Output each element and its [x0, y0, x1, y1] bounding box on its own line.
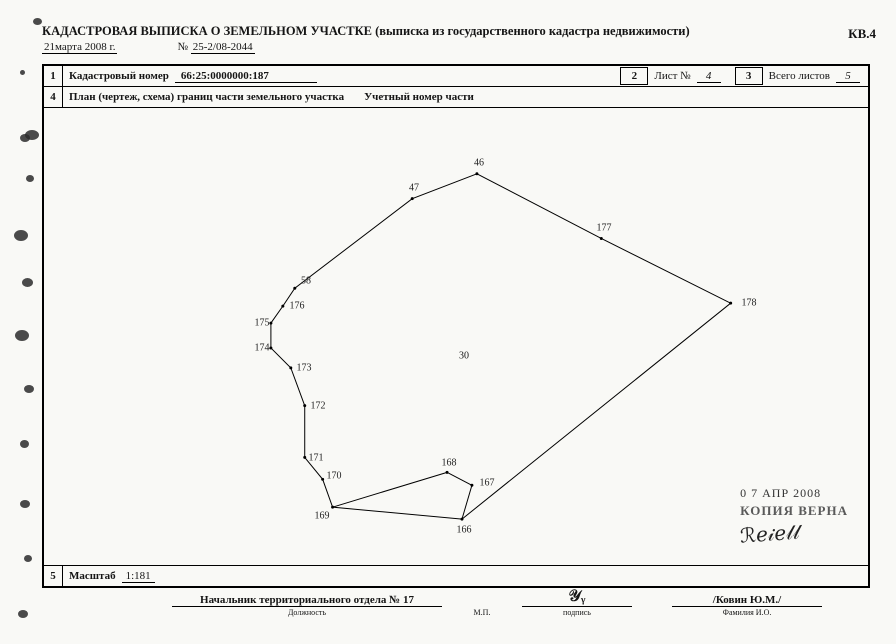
scan-smudge: [26, 175, 34, 182]
document-number: 25-2/08-2044: [191, 41, 255, 54]
plot-area: 46 47 58 176 175 174 173 172 171170 169 166 167 168 1…: [44, 108, 868, 566]
cadastral-number-value: 66:25:0000000:187: [175, 70, 317, 83]
scan-smudge: [24, 385, 34, 393]
cell-2: 2: [620, 67, 648, 85]
footer-name: /Ковин Ю.М./: [672, 592, 822, 607]
vertex-label: 171: [309, 453, 324, 464]
stamp-date: 0 7 АПР 2008: [740, 486, 848, 502]
footer-position-caption: Должность: [172, 608, 442, 617]
footer: Начальник территориального отдела № 17 Д…: [42, 592, 870, 617]
scale-label: Масштаб: [63, 570, 122, 582]
sheet-value: 4: [697, 70, 721, 83]
vertex-label: 172: [311, 401, 326, 412]
main-frame: 1 Кадастровый номер 66:25:0000000:187 2 …: [42, 64, 870, 588]
scan-smudge: [20, 500, 30, 508]
vertex-label: 167: [480, 478, 495, 489]
document-title: КАДАСТРОВАЯ ВЫПИСКА О ЗЕМЕЛЬНОМ УЧАСТКЕ …: [42, 24, 870, 39]
scan-smudge: [24, 555, 32, 562]
vertex-label: 46: [474, 158, 484, 169]
sheet-label: Лист №: [648, 70, 696, 82]
footer-sign-caption: подпись: [522, 608, 632, 617]
footer-signature: 𝒴ᵧ: [522, 592, 632, 607]
vertex-label: 173: [297, 363, 312, 374]
scan-smudge: [15, 330, 29, 341]
stamp-area: 0 7 АПР 2008 КОПИЯ ВЕРНА ℛℯ𝒾ℯ𝓁𝓁: [740, 480, 848, 546]
account-number-label: Учетный номер части: [358, 91, 480, 103]
total-sheets-value: 5: [836, 70, 860, 83]
vertex-label: 47: [409, 183, 419, 194]
scan-smudge: [20, 134, 30, 142]
vertex-label: 177: [597, 223, 612, 234]
vertex-label: 174: [255, 343, 270, 354]
form-code: КВ.4: [848, 26, 876, 42]
scan-smudge: [14, 230, 28, 241]
plan-label: План (чертеж, схема) границ части земель…: [63, 91, 350, 103]
signature-scribble: ℛℯ𝒾ℯ𝓁𝓁: [739, 516, 848, 549]
scan-smudge: [33, 18, 42, 25]
footer-mp: М.П.: [442, 608, 522, 617]
total-sheets-label: Всего листов: [763, 70, 836, 82]
scan-smudge: [18, 610, 28, 618]
footer-position: Начальник территориального отдела № 17: [172, 592, 442, 607]
scale-value: 1:181: [122, 570, 155, 583]
cell-1: 1: [44, 66, 63, 86]
scale-row: 5 Масштаб 1:181: [44, 565, 868, 586]
number-prefix: №: [177, 41, 188, 53]
parcel-center-label: 30: [459, 351, 469, 362]
vertex-label: 58: [301, 276, 311, 287]
vertex-label: 170: [327, 471, 342, 482]
vertex-label: 168: [442, 458, 457, 469]
vertex-label: 178: [742, 298, 757, 309]
cadastral-number-label: Кадастровый номер: [63, 70, 175, 82]
scan-smudge: [22, 278, 33, 287]
cell-3: 3: [735, 67, 763, 85]
vertex-label: 166: [457, 525, 472, 536]
document-subheader: 21марта 2008 г. № 25-2/08-2044: [42, 41, 870, 54]
plan-header-row: 4 План (чертеж, схема) границ части земе…: [44, 87, 868, 108]
document-date: 21марта 2008 г.: [42, 41, 117, 54]
cadastral-header-row: 1 Кадастровый номер 66:25:0000000:187 2 …: [44, 66, 868, 87]
cell-4: 4: [44, 87, 63, 107]
cell-5: 5: [44, 566, 63, 586]
footer-name-caption: Фамилия И.О.: [672, 608, 822, 617]
vertex-label: 169: [315, 511, 330, 522]
scan-smudge: [20, 70, 25, 75]
vertex-label: 175: [255, 318, 270, 329]
vertex-label: 176: [290, 301, 305, 312]
scan-smudge: [20, 440, 29, 448]
